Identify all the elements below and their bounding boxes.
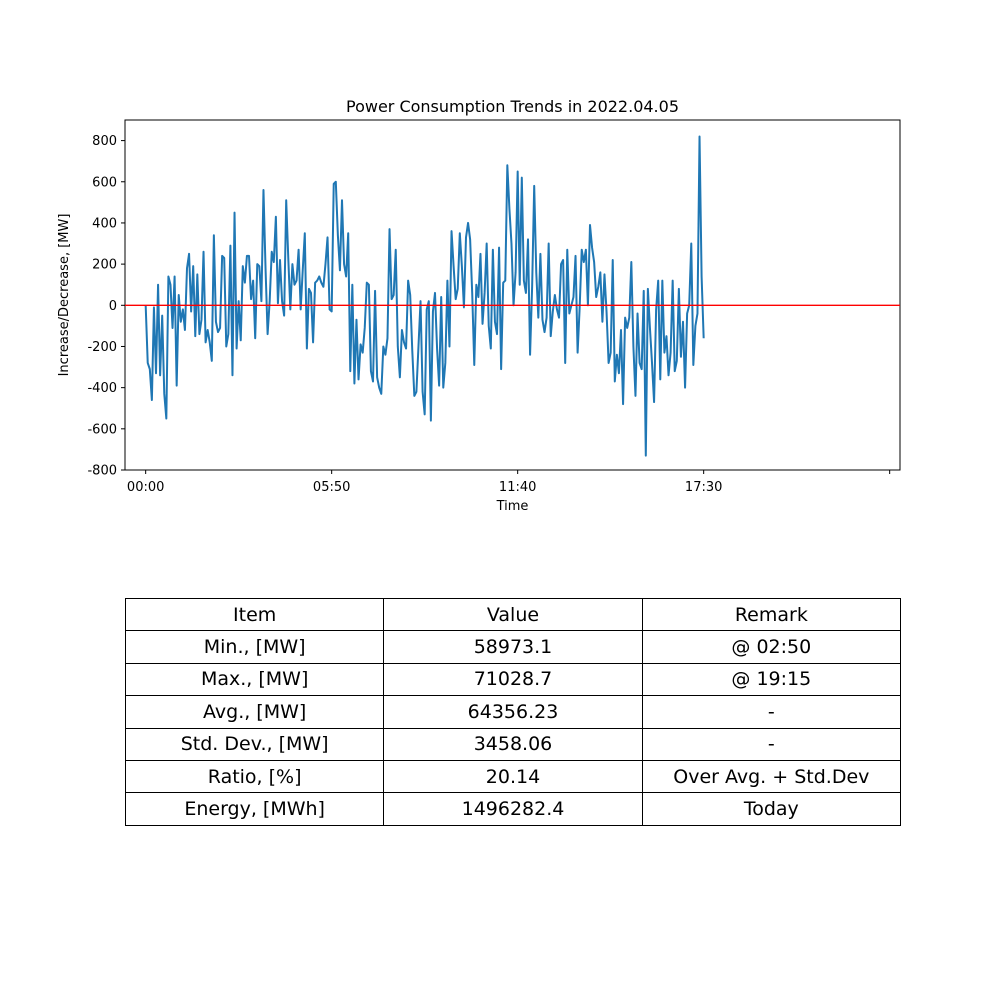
chart-title: Power Consumption Trends in 2022.04.05 <box>346 97 679 116</box>
row-item: Ratio, [%] <box>124 759 385 794</box>
row-value: 71028.7 <box>383 662 643 697</box>
header-remark: Remark <box>641 597 902 632</box>
table-row: Std. Dev., [MW] 3458.06 - <box>124 727 902 761</box>
row-item: Energy, [MWh] <box>124 792 385 826</box>
plot-area <box>124 119 901 471</box>
row-item: Std. Dev., [MW] <box>124 727 385 761</box>
series-line <box>144 135 705 457</box>
header-item: Item <box>124 597 385 632</box>
row-remark: - <box>641 727 902 761</box>
row-item: Min., [MW] <box>124 630 385 664</box>
y-axis-label: Increase/Decrease, [MW] <box>57 214 72 377</box>
header-value: Value <box>383 597 643 632</box>
row-remark: Today <box>641 792 902 826</box>
y-tick-label: 200 <box>92 258 117 273</box>
x-axis-label: Time <box>496 499 529 514</box>
row-remark: - <box>641 695 902 729</box>
x-axis: 00:00 05:50 11:40 17:30 <box>127 470 891 495</box>
x-tick-label: 11:40 <box>499 480 536 495</box>
table-row: Min., [MW] 58973.1 @ 02:50 <box>124 630 902 664</box>
row-value: 20.14 <box>383 759 643 794</box>
power-trend-chart: Power Consumption Trends in 2022.04.05 -… <box>57 97 901 514</box>
x-tick-label: 05:50 <box>313 480 350 495</box>
row-remark: @ 19:15 <box>641 662 902 697</box>
table-row: Avg., [MW] 64356.23 - <box>124 695 902 729</box>
y-tick-label: 400 <box>92 216 117 231</box>
row-item: Max., [MW] <box>124 662 385 697</box>
row-item: Avg., [MW] <box>124 695 385 729</box>
y-tick-label: 600 <box>92 175 117 190</box>
row-value: 58973.1 <box>383 630 643 664</box>
y-tick-label: 0 <box>109 299 117 314</box>
table-row: Ratio, [%] 20.14 Over Avg. + Std.Dev <box>124 759 902 794</box>
row-remark: Over Avg. + Std.Dev <box>641 759 902 794</box>
row-value: 3458.06 <box>383 727 643 761</box>
y-tick-label: -200 <box>87 340 117 355</box>
y-axis: -800 -600 -400 -200 0 200 400 600 800 <box>87 134 125 479</box>
table-row: Energy, [MWh] 1496282.4 Today <box>124 792 902 826</box>
row-remark: @ 02:50 <box>641 630 902 664</box>
y-tick-label: -600 <box>87 422 117 437</box>
row-value: 64356.23 <box>383 695 643 729</box>
x-tick-label: 17:30 <box>685 480 722 495</box>
row-value: 1496282.4 <box>383 792 643 826</box>
y-tick-label: -800 <box>87 464 117 479</box>
y-tick-label: 800 <box>92 134 117 149</box>
table-header-row: Item Value Remark <box>124 597 902 632</box>
statistics-table: Item Value Remark Min., [MW] 58973.1 @ 0… <box>124 597 902 826</box>
table-row: Max., [MW] 71028.7 @ 19:15 <box>124 662 902 697</box>
y-tick-label: -400 <box>87 381 117 396</box>
x-tick-label: 00:00 <box>127 480 164 495</box>
